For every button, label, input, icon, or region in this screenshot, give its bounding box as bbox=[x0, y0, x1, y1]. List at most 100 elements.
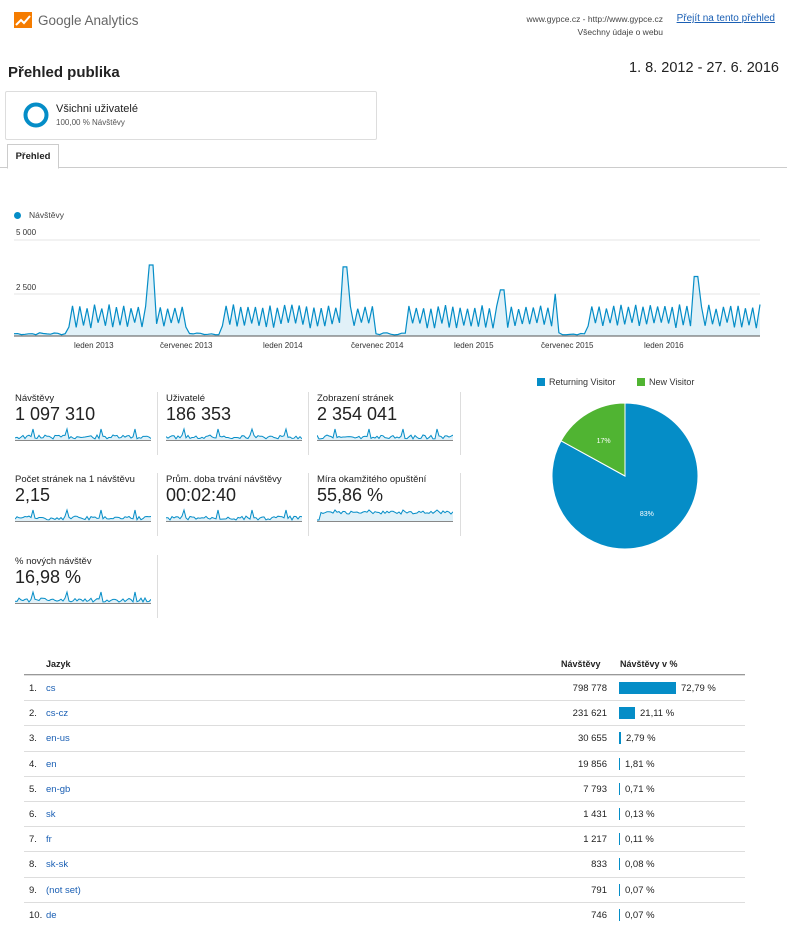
metric-sparkline bbox=[165, 427, 303, 441]
row-language-link[interactable]: fr bbox=[46, 834, 52, 846]
row-visits: 1 431 bbox=[583, 809, 607, 820]
visits-line bbox=[13, 264, 761, 336]
metric-value: 00:02:40 bbox=[166, 485, 237, 505]
card-divider bbox=[460, 392, 461, 455]
metric-sparkline bbox=[317, 509, 454, 522]
x-tick: leden 2014 bbox=[263, 341, 303, 350]
legend-swatch-returning bbox=[537, 378, 545, 386]
row-language-link[interactable]: sk bbox=[46, 809, 56, 820]
metric-sparkline bbox=[14, 508, 152, 522]
sparkline-area bbox=[166, 429, 302, 441]
row-share-pct: 0,11 % bbox=[625, 834, 654, 846]
sparkline-area bbox=[166, 510, 302, 522]
row-language-link[interactable]: en-us bbox=[46, 733, 70, 745]
row-visits: 798 778 bbox=[572, 683, 607, 694]
legend-label-visits: Návštěvy bbox=[29, 210, 64, 220]
card-divider bbox=[308, 392, 309, 455]
row-share-pct: 2,79 % bbox=[626, 733, 656, 745]
metric-card-pages-per-visit[interactable]: Počet stránek na 1 návštěvu 2,15 bbox=[14, 474, 165, 534]
metric-value: 2 354 041 bbox=[317, 404, 398, 424]
row-rank: 2. bbox=[29, 708, 37, 720]
metric-value: 186 353 bbox=[166, 404, 232, 424]
pie-slice-label: 17% bbox=[597, 438, 611, 445]
tab-overview[interactable]: Přehled bbox=[7, 144, 59, 169]
metric-title: Zobrazení stránek bbox=[317, 393, 394, 404]
metric-title: % nových návštěv bbox=[15, 556, 92, 567]
metric-title: Míra okamžitého opuštění bbox=[317, 474, 427, 485]
table-row: 3. en-us 30 655 2,79 % bbox=[24, 725, 745, 751]
row-language-link[interactable]: cs bbox=[46, 683, 56, 694]
row-share-bar bbox=[619, 883, 620, 896]
table-row: 4. en 19 856 1,81 % bbox=[24, 750, 745, 777]
sparkline-area bbox=[15, 429, 151, 441]
metric-sparkline bbox=[14, 590, 152, 604]
metric-card-visits[interactable]: Návštěvy 1 097 310 bbox=[14, 393, 165, 453]
sparkline-line bbox=[165, 508, 303, 521]
row-visits: 30 655 bbox=[577, 733, 607, 745]
col-header-visits-pct[interactable]: Návštěvy v % bbox=[620, 659, 678, 669]
row-language-link[interactable]: en bbox=[46, 758, 57, 770]
x-tick: leden 2013 bbox=[74, 341, 114, 350]
tab-divider bbox=[0, 167, 787, 168]
table-row: 6. sk 1 431 0,13 % bbox=[24, 801, 745, 827]
sparkline-area bbox=[15, 592, 151, 604]
metric-card-bounce-rate[interactable]: Míra okamžitého opuštění 55,86 % bbox=[317, 474, 467, 534]
metric-card-avg-duration[interactable]: Prům. doba trvání návštěvy 00:02:40 bbox=[165, 474, 316, 534]
sparkline-line bbox=[317, 509, 454, 521]
metric-card-pageviews[interactable]: Zobrazení stránek 2 354 041 bbox=[316, 393, 467, 453]
metric-title: Prům. doba trvání návštěvy bbox=[166, 474, 282, 485]
sparkline-line bbox=[316, 428, 454, 440]
col-header-visits[interactable]: Návštěvy bbox=[561, 659, 601, 669]
sparkline-area bbox=[317, 429, 453, 441]
card-divider bbox=[157, 473, 158, 536]
segment-card[interactable] bbox=[5, 91, 377, 140]
row-language-link[interactable]: sk-sk bbox=[46, 859, 69, 871]
x-tick: leden 2016 bbox=[644, 341, 684, 350]
table-row: 10. de 746 0,07 % bbox=[24, 901, 745, 928]
row-visits: 231 621 bbox=[572, 708, 607, 720]
sparkline-line bbox=[165, 427, 303, 440]
table-row: 5. en-gb 7 793 0,71 % bbox=[24, 775, 745, 802]
row-visits: 1 217 bbox=[583, 834, 607, 846]
row-share-bar bbox=[619, 707, 635, 720]
pie-slice-label: 83% bbox=[640, 511, 654, 518]
row-share-pct: 72,79 % bbox=[681, 683, 716, 694]
sparkline-area bbox=[15, 510, 151, 522]
metric-card-users[interactable]: Uživatelé 186 353 bbox=[165, 393, 316, 453]
segment-percent: 100,00 % Návštěvy bbox=[56, 118, 125, 127]
metric-value: 1 097 310 bbox=[15, 404, 96, 424]
sparkline-line bbox=[14, 508, 152, 521]
site-view: Všechny údaje o webu bbox=[577, 27, 663, 37]
metric-card-new-visits[interactable]: % nových návštěv 16,98 % bbox=[14, 556, 165, 616]
site-info: www.gypce.cz - http://www.gypce.cz Všech… bbox=[526, 13, 663, 39]
row-share-bar bbox=[619, 858, 620, 871]
metric-value: 2,15 bbox=[15, 485, 51, 505]
pie-legend-new: New Visitor bbox=[637, 377, 694, 387]
sparkline-line bbox=[14, 427, 152, 440]
open-report-link[interactable]: Přejít na tento přehled bbox=[676, 13, 775, 24]
row-language-link[interactable]: de bbox=[46, 909, 57, 921]
legend-label-new: New Visitor bbox=[649, 377, 695, 387]
table-row: 7. fr 1 217 0,11 % bbox=[24, 826, 745, 852]
metric-value: 55,86 % bbox=[317, 485, 384, 505]
date-range[interactable]: 1. 8. 2012 - 27. 6. 2016 bbox=[629, 60, 779, 76]
col-header-language[interactable]: Jazyk bbox=[46, 659, 71, 669]
metric-sparkline bbox=[165, 508, 303, 522]
card-divider bbox=[157, 392, 158, 455]
row-share-bar bbox=[619, 782, 620, 795]
pie-legend-returning: Returning Visitor bbox=[537, 377, 615, 387]
row-language-link[interactable]: (not set) bbox=[46, 884, 81, 896]
row-language-link[interactable]: cs-cz bbox=[46, 708, 69, 720]
row-share-pct: 0,71 % bbox=[625, 783, 655, 795]
metric-value: 16,98 % bbox=[15, 567, 82, 587]
row-share-pct: 21,11 % bbox=[640, 708, 675, 720]
segment-donut-icon bbox=[23, 102, 49, 128]
ga-logo[interactable]: Google Analytics bbox=[14, 12, 139, 28]
x-tick: leden 2015 bbox=[454, 341, 494, 350]
page-title: Přehled publika bbox=[8, 64, 120, 81]
row-share-bar bbox=[619, 682, 676, 694]
legend-swatch-new bbox=[637, 378, 645, 386]
row-language-link[interactable]: en-gb bbox=[46, 783, 71, 795]
x-tick: červenec 2013 bbox=[160, 341, 213, 350]
x-tick: červenec 2015 bbox=[541, 341, 594, 350]
